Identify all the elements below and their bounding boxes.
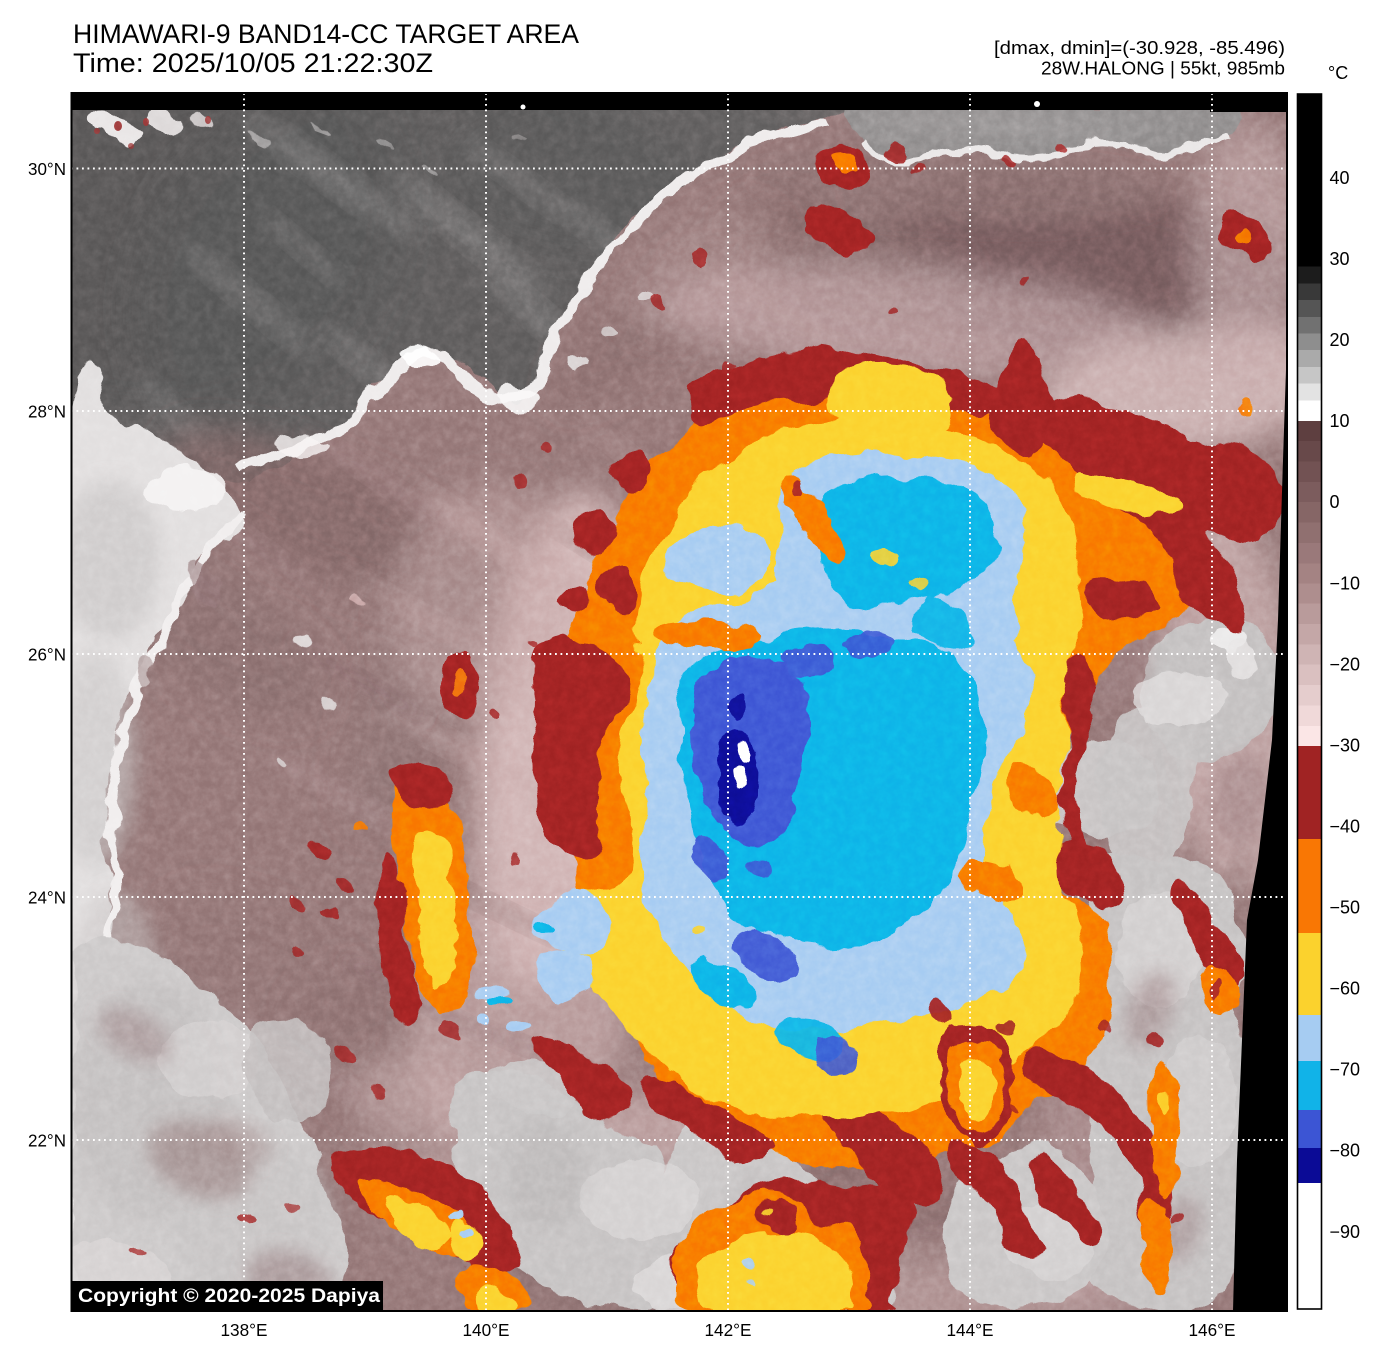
svg-text:24°N: 24°N [28, 887, 66, 907]
svg-text:10: 10 [1330, 411, 1350, 431]
svg-text:0: 0 [1330, 492, 1340, 512]
svg-text:40: 40 [1330, 168, 1350, 188]
svg-text:144°E: 144°E [947, 1320, 994, 1340]
svg-text:20: 20 [1330, 330, 1350, 350]
svg-text:−90: −90 [1330, 1222, 1361, 1242]
svg-text:28W.HALONG | 55kt, 985mb: 28W.HALONG | 55kt, 985mb [1041, 59, 1285, 79]
svg-text:30°N: 30°N [28, 159, 66, 179]
svg-text:22°N: 22°N [28, 1130, 66, 1150]
svg-text:138°E: 138°E [221, 1320, 268, 1340]
svg-text:°C: °C [1328, 63, 1348, 83]
svg-text:−40: −40 [1330, 816, 1361, 836]
svg-text:28°N: 28°N [28, 401, 66, 421]
svg-text:30: 30 [1330, 249, 1350, 269]
svg-text:HIMAWARI-9 BAND14-CC TARGET AR: HIMAWARI-9 BAND14-CC TARGET AREA [73, 19, 579, 49]
svg-text:−20: −20 [1330, 654, 1361, 674]
svg-text:−30: −30 [1330, 735, 1361, 755]
svg-text:Copyright © 2020-2025 Dapiya: Copyright © 2020-2025 Dapiya [78, 1285, 380, 1307]
svg-text:−50: −50 [1330, 898, 1361, 918]
svg-text:26°N: 26°N [28, 644, 66, 664]
svg-text:146°E: 146°E [1189, 1320, 1236, 1340]
svg-text:Time: 2025/10/05 21:22:30Z: Time: 2025/10/05 21:22:30Z [73, 48, 433, 78]
svg-text:−70: −70 [1330, 1060, 1361, 1080]
svg-text:140°E: 140°E [463, 1320, 510, 1340]
svg-text:[dmax, dmin]=(-30.928, -85.496: [dmax, dmin]=(-30.928, -85.496) [994, 38, 1285, 58]
svg-text:142°E: 142°E [705, 1320, 752, 1340]
svg-text:−60: −60 [1330, 979, 1361, 999]
svg-text:−80: −80 [1330, 1141, 1361, 1161]
svg-text:−10: −10 [1330, 573, 1361, 593]
